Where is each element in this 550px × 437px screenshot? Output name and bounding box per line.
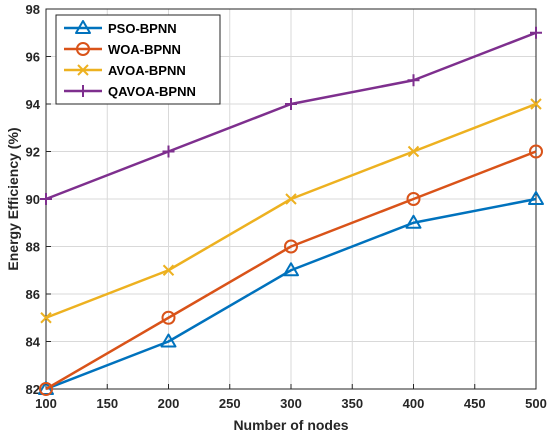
- y-tick-label: 88: [26, 240, 40, 255]
- data-point-marker: [162, 264, 175, 276]
- legend-marker: [75, 20, 91, 34]
- legend: PSO-BPNN WOA-BPNN AVOA-BPNN QAVOA-BPNN: [55, 14, 221, 105]
- data-point-marker: [285, 98, 297, 110]
- data-point-marker: [530, 26, 542, 39]
- series-lines: [38, 26, 544, 396]
- y-tick-label: 82: [26, 382, 40, 397]
- y-axis-label: Energy Efficiency (%): [5, 127, 21, 270]
- data-point-marker: [283, 262, 299, 277]
- y-tick-label: 98: [26, 2, 40, 17]
- y-tick-label: 86: [26, 287, 40, 302]
- series-line: [45, 150, 537, 391]
- series-avoa-bpnn: [40, 98, 542, 324]
- x-tick-label: 100: [35, 396, 57, 411]
- legend-label: PSO-BPNN: [108, 21, 177, 36]
- x-tick-label: 300: [280, 396, 302, 411]
- legend-marker: [76, 42, 90, 56]
- legend-entry: QAVOA-BPNN: [64, 84, 196, 99]
- x-tick-label: 350: [341, 396, 363, 411]
- x-tick-label: 450: [464, 396, 486, 411]
- series-line: [45, 197, 537, 391]
- x-axis-label: Number of nodes: [233, 417, 348, 433]
- x-tick-label: 400: [403, 396, 425, 411]
- data-point-marker: [407, 74, 420, 87]
- axis-ticks: 100 150 200 250 300 350 400 450 500 82 84 86 88 90 92 9…: [26, 2, 547, 411]
- data-point-marker: [162, 145, 175, 158]
- legend-label: QAVOA-BPNN: [108, 84, 196, 99]
- x-tick-label: 500: [525, 396, 547, 411]
- y-tick-label: 94: [26, 97, 41, 112]
- legend-marker: [77, 85, 89, 97]
- data-point-marker: [39, 382, 53, 396]
- data-point-marker: [406, 192, 421, 206]
- legend-entry: WOA-BPNN: [64, 42, 181, 57]
- data-point-marker: [528, 191, 544, 205]
- y-tick-label: 96: [26, 50, 40, 65]
- data-point-marker: [161, 310, 176, 325]
- y-tick-label: 90: [26, 192, 40, 207]
- x-tick-label: 150: [96, 396, 118, 411]
- series-qavoa-bpnn: [40, 26, 542, 205]
- y-tick-label: 84: [26, 335, 41, 350]
- x-tick-label: 250: [219, 396, 241, 411]
- data-point-marker: [285, 193, 297, 205]
- data-point-marker: [530, 98, 542, 110]
- legend-entry: PSO-BPNN: [64, 20, 177, 36]
- data-point-marker: [284, 239, 298, 254]
- legend-label: WOA-BPNN: [108, 42, 181, 57]
- x-tick-label: 200: [158, 396, 180, 411]
- data-point-marker: [40, 312, 52, 324]
- data-point-marker: [407, 145, 420, 158]
- series-woa-bpnn: [39, 144, 543, 396]
- y-tick-label: 92: [26, 145, 40, 160]
- data-point-marker: [529, 144, 543, 159]
- data-point-marker: [40, 193, 52, 205]
- legend-entry: AVOA-BPNN: [64, 63, 186, 78]
- legend-marker: [77, 64, 89, 76]
- data-point-marker: [160, 333, 177, 348]
- legend-label: AVOA-BPNN: [108, 63, 186, 78]
- data-point-marker: [405, 214, 422, 229]
